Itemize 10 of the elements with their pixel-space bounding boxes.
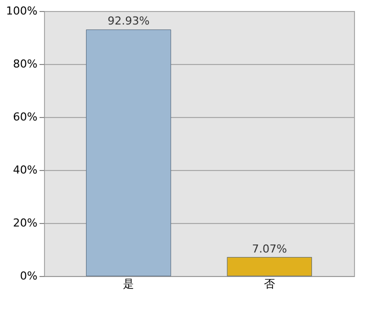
x-tick-label: 否 <box>264 278 275 290</box>
y-tick-label: 20% <box>13 216 38 230</box>
data-label: 92.93% <box>108 14 150 28</box>
data-label: 7.07% <box>252 242 287 256</box>
y-tick-label: 80% <box>13 58 38 70</box>
y-tick-label: 100% <box>6 4 38 18</box>
y-tick-label: 40% <box>13 164 38 176</box>
y-tick-label: 60% <box>13 110 38 124</box>
x-tick-label: 是 <box>123 278 134 290</box>
y-tick-label: 0% <box>20 270 38 282</box>
